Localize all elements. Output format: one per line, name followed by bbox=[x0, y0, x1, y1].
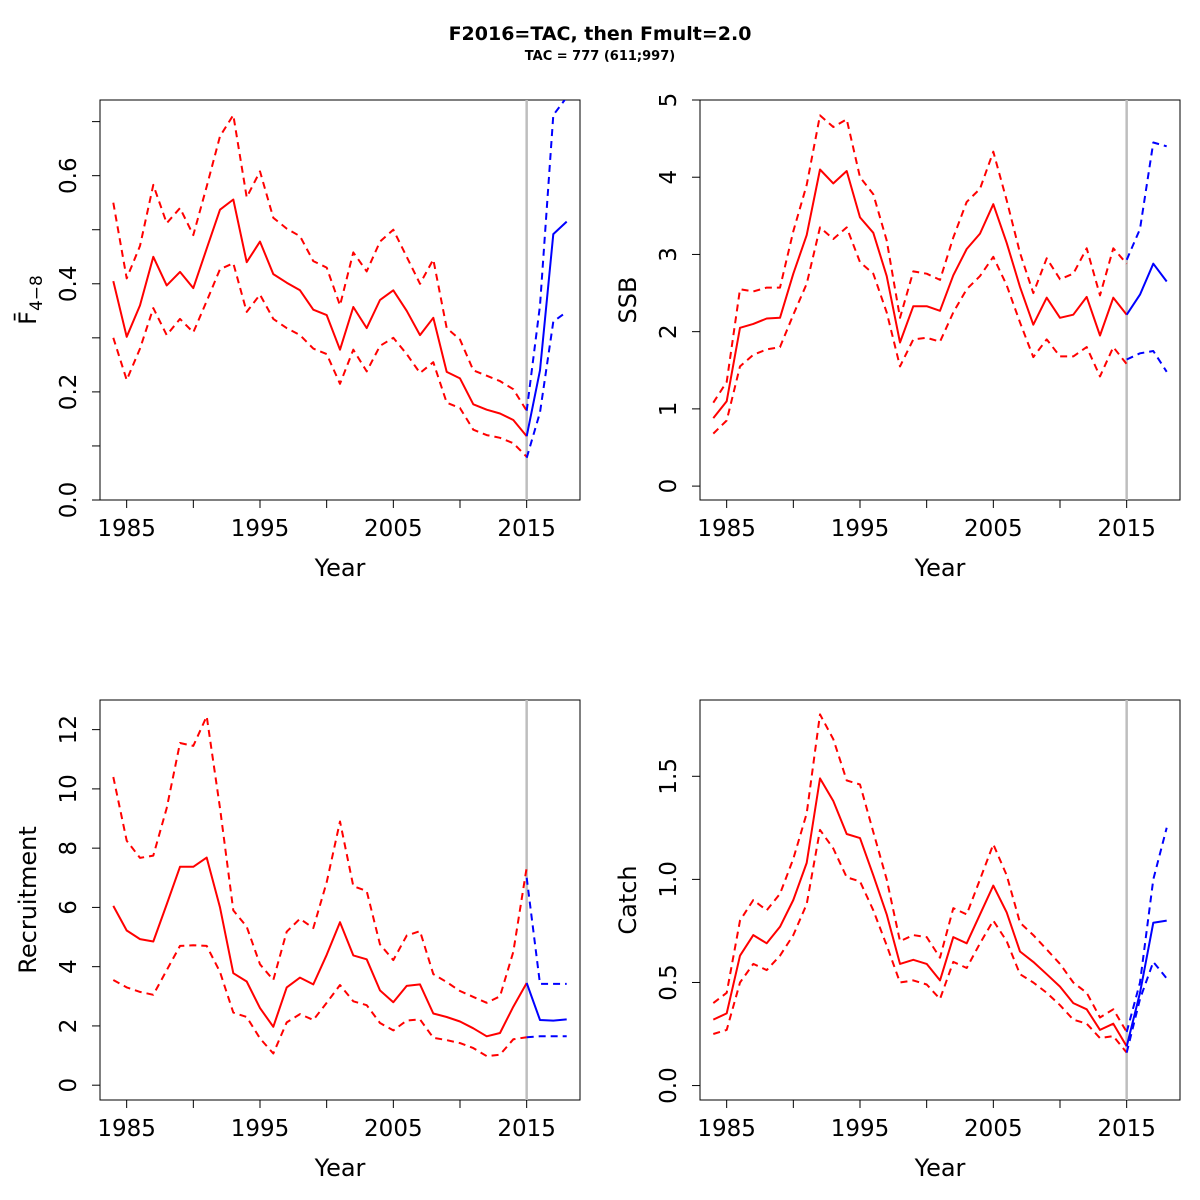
y-axis-title: Catch bbox=[614, 865, 642, 934]
forecast-lower-line bbox=[526, 1035, 567, 1039]
y-tick-label: 2 bbox=[656, 324, 682, 339]
y-axis-title-subscript: 4−8 bbox=[27, 275, 47, 311]
historical-estimate-line bbox=[112, 856, 528, 1038]
x-tick-label: 2005 bbox=[364, 516, 423, 542]
historical-upper-line bbox=[712, 114, 1128, 404]
historical-lower-line bbox=[713, 828, 1128, 1054]
series-group bbox=[712, 713, 1168, 1054]
y-tick-label: 6 bbox=[56, 900, 82, 915]
y-tick-label: 3 bbox=[656, 247, 682, 262]
historical-lower-line bbox=[712, 226, 1128, 435]
y-axis-title: F̄4−8 bbox=[13, 275, 47, 325]
y-tick-label: 4 bbox=[56, 959, 82, 974]
x-tick-label: 1995 bbox=[231, 1116, 290, 1142]
figure-subtitle: TAC = 777 (611;997) bbox=[525, 49, 675, 64]
series-group bbox=[112, 715, 567, 1058]
x-tick-label: 1985 bbox=[697, 1116, 756, 1142]
y-tick-label: 2 bbox=[56, 1019, 82, 1034]
plot-frame bbox=[699, 99, 1181, 501]
y-tick-label: 10 bbox=[56, 774, 82, 803]
historical-estimate-line bbox=[712, 168, 1128, 419]
forecast-lower-line bbox=[1126, 350, 1168, 373]
forecast-upper-line bbox=[525, 877, 567, 985]
historical-estimate-line bbox=[112, 198, 528, 437]
historical-lower-line bbox=[112, 262, 528, 458]
plot-frame bbox=[699, 699, 1181, 1101]
y-tick-label: 5 bbox=[656, 93, 682, 108]
y-tick-label: 12 bbox=[56, 715, 82, 744]
y-tick-label: 0.2 bbox=[56, 374, 82, 411]
x-tick-label: 2005 bbox=[964, 516, 1023, 542]
x-tick-label: 1985 bbox=[697, 516, 756, 542]
historical-upper-line bbox=[112, 715, 528, 1004]
panels: 1985 1995 2005 20150.00.20.40.6YearF̄4−8198… bbox=[13, 93, 1181, 1182]
x-tick-label: 1995 bbox=[831, 516, 890, 542]
historical-estimate-line bbox=[712, 777, 1128, 1047]
forecast-lower-line bbox=[1125, 960, 1168, 1053]
x-tick-label: 2005 bbox=[964, 1116, 1023, 1142]
x-tick-label: 2015 bbox=[497, 1116, 556, 1142]
y-tick-label: 0 bbox=[56, 1078, 82, 1093]
forecast-estimate-line bbox=[1125, 919, 1167, 1047]
figure-title: F2016=TAC, then Fmult=2.0 bbox=[449, 23, 752, 45]
forecast-upper-line bbox=[1125, 827, 1168, 1033]
series-group bbox=[712, 114, 1168, 435]
series-group bbox=[112, 100, 568, 459]
y-tick-label: 4 bbox=[656, 170, 682, 185]
x-axis-title: Year bbox=[914, 554, 966, 582]
forecast-estimate-line bbox=[1125, 262, 1168, 316]
y-tick-label: 0.0 bbox=[656, 1067, 682, 1104]
forecast-lower-line bbox=[525, 311, 568, 459]
panel-ssb: 1985 1995 2005 2015 0 1 2 3 4 5 Year SSB bbox=[614, 93, 1181, 582]
y-tick-label: 0.4 bbox=[56, 265, 82, 302]
forecast-upper-line bbox=[1125, 141, 1167, 261]
x-tick-label: 1995 bbox=[831, 1116, 890, 1142]
x-tick-label: 2015 bbox=[1097, 516, 1156, 542]
historical-upper-line bbox=[712, 713, 1128, 1033]
panel-catch: 1985 1995 2005 2015 0.0 0.5 1.0 1.5 Year Catch bbox=[614, 699, 1181, 1182]
y-tick-label: 8 bbox=[56, 841, 82, 856]
y-axis-title: SSB bbox=[614, 277, 642, 324]
panel-fbar: 1985 1995 2005 2015 0.0 0.2 0.4 0.6 Year F̄4−8 bbox=[13, 99, 581, 582]
x-axis-title: Year bbox=[314, 1154, 366, 1182]
y-tick-label: 0.6 bbox=[56, 157, 82, 194]
x-tick-label: 1995 bbox=[231, 516, 290, 542]
x-axis-title: Year bbox=[914, 1154, 966, 1182]
x-tick-label: 2015 bbox=[497, 516, 556, 542]
y-tick-label: 1.0 bbox=[656, 861, 682, 898]
y-tick-label: 0 bbox=[656, 479, 682, 494]
plot-frame bbox=[99, 699, 581, 1101]
panel-recruitment: 1985 1995 2005 2015 0 2 4 6 8 10 12 Year Recruitment bbox=[14, 699, 581, 1182]
y-tick-label: 0.5 bbox=[656, 964, 682, 1001]
y-axis-title: Recruitment bbox=[14, 826, 42, 973]
x-tick-label: 1985 bbox=[97, 516, 156, 542]
x-tick-label: 1985 bbox=[97, 1116, 156, 1142]
plot-frame bbox=[99, 99, 581, 501]
historical-lower-line bbox=[112, 944, 527, 1058]
historical-upper-line bbox=[112, 114, 528, 412]
forecast-estimate-line bbox=[525, 982, 567, 1022]
x-tick-label: 2005 bbox=[364, 1116, 423, 1142]
y-tick-label: 0.0 bbox=[56, 482, 82, 519]
forecast-upper-line bbox=[525, 100, 566, 411]
x-axis-title: Year bbox=[314, 554, 366, 582]
y-tick-label: 1.5 bbox=[656, 758, 682, 795]
forecast-estimate-line bbox=[525, 220, 568, 437]
y-tick-label: 1 bbox=[656, 402, 682, 417]
x-tick-label: 2015 bbox=[1097, 1116, 1156, 1142]
